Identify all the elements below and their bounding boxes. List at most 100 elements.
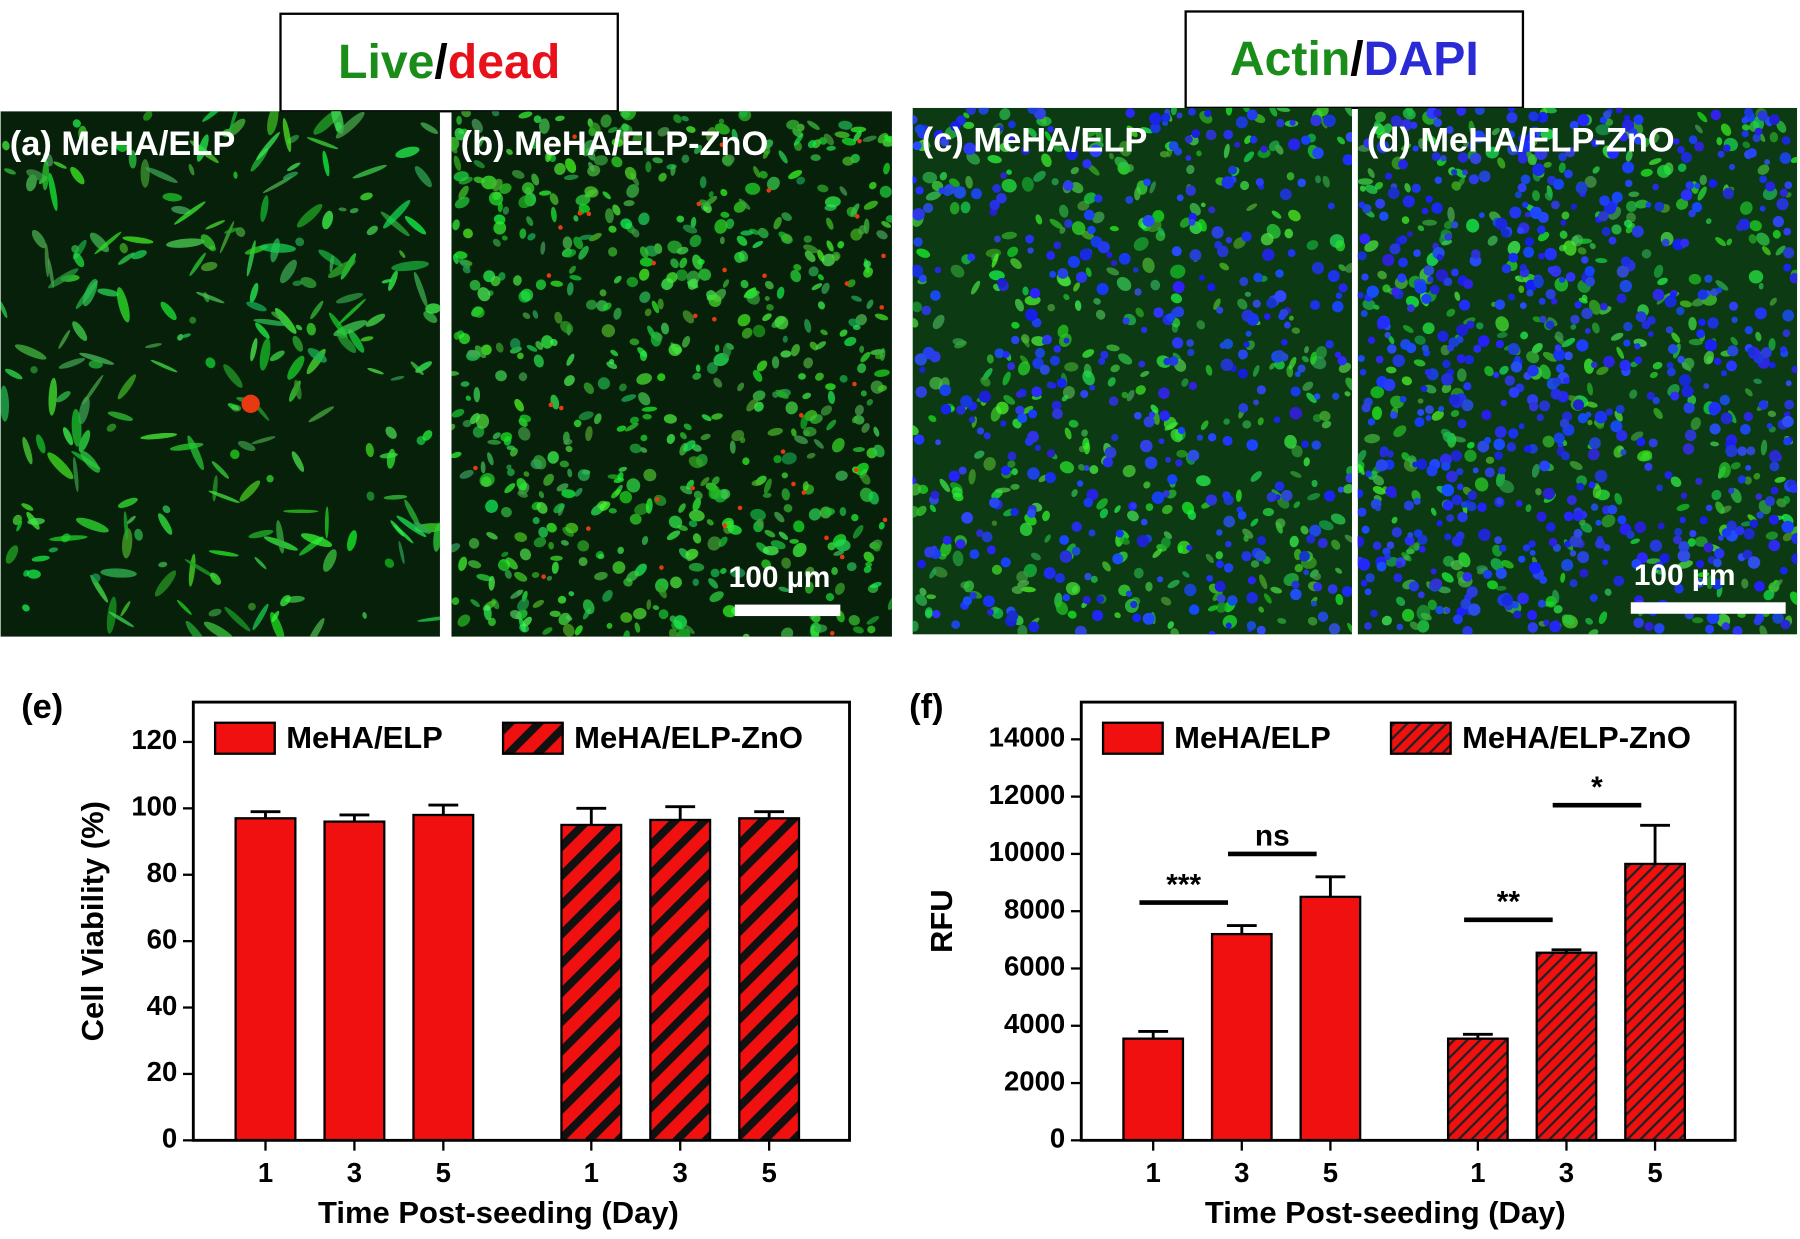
nucleus xyxy=(1253,399,1260,406)
cell xyxy=(107,411,134,421)
cell xyxy=(851,416,858,424)
cell xyxy=(539,118,550,134)
cell xyxy=(1748,270,1764,284)
nucleus xyxy=(962,596,972,606)
nucleus xyxy=(1083,209,1095,221)
cell xyxy=(808,508,822,521)
cell xyxy=(1652,361,1663,370)
nucleus xyxy=(1288,138,1301,151)
cell xyxy=(458,185,469,200)
nucleus xyxy=(1175,459,1183,467)
cell xyxy=(1552,589,1560,604)
cell xyxy=(145,167,178,184)
cell xyxy=(454,196,470,209)
nucleus xyxy=(1208,206,1216,214)
cell xyxy=(752,390,766,401)
cell xyxy=(1284,228,1294,239)
nucleus xyxy=(1494,536,1503,545)
nucleus xyxy=(1466,501,1477,512)
cell xyxy=(1160,537,1171,549)
nucleus xyxy=(1084,572,1092,581)
nucleus xyxy=(1696,559,1705,569)
cell xyxy=(492,238,501,247)
dead-cell xyxy=(801,490,807,495)
cell xyxy=(794,435,809,445)
nucleus xyxy=(1456,606,1467,617)
y-tick-label: 14000 xyxy=(989,722,1066,753)
nucleus xyxy=(1430,578,1443,590)
cell xyxy=(365,443,374,458)
nucleus xyxy=(1360,580,1368,587)
cell xyxy=(763,478,772,494)
nucleus xyxy=(1704,274,1713,283)
cell xyxy=(670,576,682,589)
nucleus xyxy=(1678,374,1692,387)
cell xyxy=(518,372,528,382)
cell xyxy=(385,426,397,439)
cell xyxy=(1260,233,1274,246)
nucleus xyxy=(1276,118,1285,128)
nucleus xyxy=(1153,307,1164,318)
nucleus xyxy=(1441,483,1455,497)
nucleus xyxy=(1247,576,1256,585)
nucleus xyxy=(976,427,985,435)
nucleus xyxy=(1657,522,1665,530)
cell xyxy=(991,564,1003,575)
nucleus xyxy=(1624,179,1633,188)
cell xyxy=(518,426,531,441)
nucleus xyxy=(1301,135,1311,146)
cell xyxy=(783,504,793,513)
cell xyxy=(1319,410,1331,422)
nucleus xyxy=(1677,549,1691,563)
nucleus xyxy=(1000,557,1011,568)
nucleus xyxy=(1111,433,1119,442)
nucleus xyxy=(1158,387,1170,400)
cell xyxy=(1179,217,1191,228)
cell xyxy=(1344,391,1351,397)
cell xyxy=(740,230,754,236)
cell xyxy=(493,221,507,235)
nucleus xyxy=(1456,335,1464,344)
cell xyxy=(433,522,440,552)
nucleus xyxy=(1408,581,1420,592)
dead-cell xyxy=(852,381,857,387)
nucleus xyxy=(1506,130,1516,139)
cell xyxy=(203,621,235,637)
cell xyxy=(44,243,50,278)
nucleus xyxy=(1720,370,1728,377)
cell xyxy=(181,333,191,338)
nucleus xyxy=(1470,249,1481,259)
cell xyxy=(328,312,348,338)
cell xyxy=(1577,247,1587,255)
cell xyxy=(527,233,536,241)
cell xyxy=(791,344,800,357)
nucleus xyxy=(1508,387,1520,398)
cell xyxy=(521,182,535,195)
cell xyxy=(202,111,226,122)
nucleus xyxy=(912,208,925,221)
nucleus xyxy=(1769,362,1776,369)
cell xyxy=(252,603,269,631)
cell xyxy=(476,574,492,582)
cell xyxy=(689,234,702,248)
nucleus xyxy=(1451,535,1463,547)
cell xyxy=(629,443,642,454)
nucleus xyxy=(1507,343,1520,355)
nucleus xyxy=(1468,174,1479,185)
nucleus xyxy=(1075,271,1088,283)
cell xyxy=(645,498,653,514)
cell xyxy=(654,333,663,342)
cell xyxy=(248,602,256,611)
cell xyxy=(692,578,699,587)
cell xyxy=(589,122,601,136)
cell xyxy=(1020,586,1036,593)
cell xyxy=(1462,140,1470,147)
nucleus xyxy=(1163,357,1171,366)
nucleus xyxy=(1710,109,1722,121)
cell xyxy=(531,173,540,186)
cell xyxy=(676,246,689,255)
cell xyxy=(851,513,859,522)
cell xyxy=(120,600,131,617)
nucleus xyxy=(1500,399,1508,407)
nucleus xyxy=(1462,169,1468,176)
